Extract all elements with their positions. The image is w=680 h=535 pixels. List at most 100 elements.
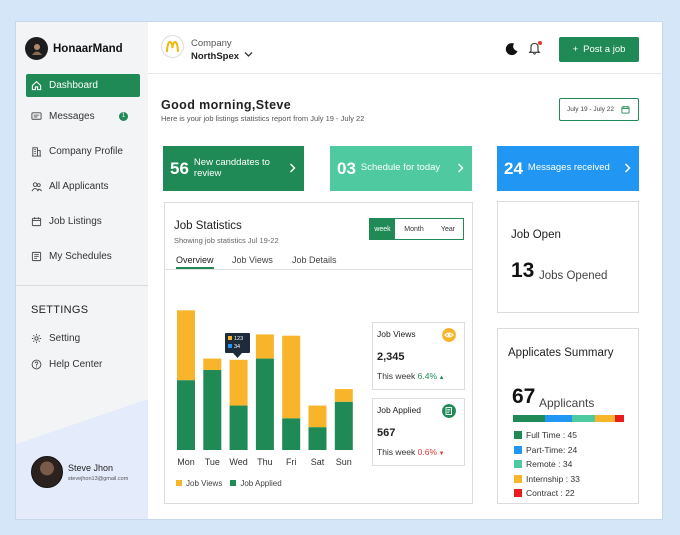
bar-job-views-fri[interactable] — [282, 335, 301, 419]
sidebar-item-label: Messages — [49, 111, 95, 122]
chart-legend: Job Views Job Applied — [176, 479, 282, 488]
stat-label: Messages received — [527, 162, 610, 174]
message-icon — [31, 112, 42, 120]
bar-job-applied-sun[interactable] — [334, 401, 353, 450]
bar-job-applied-wed[interactable] — [229, 405, 248, 450]
stat-label: Schedule for today — [360, 162, 441, 174]
job-views-trend: This week 6.4% ▲ — [377, 371, 445, 381]
brand-logo[interactable]: HonaarMand — [25, 37, 123, 60]
tab-overview[interactable]: Overview — [176, 255, 214, 269]
sidebar-item-messages[interactable]: Messages 1 — [26, 105, 140, 128]
chevron-right-icon — [290, 163, 296, 173]
summary-item-label: Full Time : 45 — [526, 430, 578, 441]
job-open-count: 13 — [511, 259, 535, 282]
arrow-down-icon: ▼ — [437, 451, 445, 457]
sidebar-item-help-center[interactable]: Help Center — [26, 353, 140, 376]
bell-icon[interactable] — [528, 41, 541, 55]
schedule-today-card[interactable]: 03 Schedule for today — [330, 146, 472, 191]
dashboard-window: HonaarMand Dashboard Messages 1 Company … — [16, 22, 662, 519]
bar-job-views-tue[interactable] — [203, 358, 222, 370]
period-year[interactable]: Year — [440, 225, 456, 233]
date-range-picker[interactable]: July 19 - July 22 — [559, 98, 639, 121]
gear-icon — [31, 333, 42, 344]
summary-list-item: Remote : 34 — [514, 457, 580, 472]
distribution-segment — [595, 415, 615, 422]
legend-item-job-applied: Job Applied — [230, 479, 282, 488]
summary-item-label: Remote : 34 — [526, 459, 573, 470]
x-tick-label: Sat — [311, 457, 325, 467]
messages-received-card[interactable]: 24 Messages received — [497, 146, 639, 191]
sidebar-item-all-applicants[interactable]: All Applicants — [26, 175, 140, 198]
bar-job-applied-fri[interactable] — [282, 418, 301, 450]
bar-job-views-mon[interactable] — [177, 310, 195, 381]
job-statistics-subtitle: Showing job statistics Jul 19-22 — [174, 236, 279, 245]
bar-job-views-wed[interactable] — [229, 359, 248, 406]
settings-heading: SETTINGS — [31, 304, 89, 316]
bar-job-views-thu[interactable] — [255, 334, 274, 359]
user-profile[interactable]: Steve Jhon stevejhon13@gmail.com — [31, 456, 128, 488]
greeting-title: Good morning,Steve — [161, 98, 292, 112]
distribution-segment — [513, 415, 546, 422]
sidebar-item-label: My Schedules — [49, 251, 112, 262]
period-week[interactable]: week — [370, 219, 395, 239]
brand-logo-icon — [25, 37, 48, 60]
summary-item-label: Part-Time: 24 — [526, 444, 578, 455]
bar-job-views-sat[interactable] — [308, 405, 327, 428]
tab-job-views[interactable]: Job Views — [232, 255, 273, 265]
job-applied-trend: This week 0.6% ▼ — [377, 447, 445, 457]
company-selector[interactable]: NorthSpex — [191, 51, 240, 62]
stat-value: 56 — [170, 158, 189, 178]
bar-job-applied-sat[interactable] — [308, 427, 327, 450]
applicants-count: 67 — [512, 385, 536, 408]
distribution-segment — [614, 415, 624, 422]
messages-badge: 1 — [119, 112, 128, 121]
applicants-summary-panel: Applicates Summary 67 Applicants Full Ti… — [497, 328, 639, 504]
stat-value: 03 — [337, 158, 356, 178]
trend-period: This week — [377, 371, 416, 381]
applicants-distribution-bar — [513, 415, 624, 422]
dark-mode-icon[interactable] — [505, 42, 519, 56]
bar-job-applied-thu[interactable] — [255, 358, 274, 450]
bar-job-applied-tue[interactable] — [203, 369, 222, 450]
tab-job-details[interactable]: Job Details — [292, 255, 337, 265]
x-tick-label: Mon — [177, 457, 195, 467]
summary-list-item: Part-Time: 24 — [514, 443, 580, 458]
tooltip-value: 123 — [234, 336, 243, 342]
sidebar-item-label: Dashboard — [49, 80, 98, 91]
sidebar-item-setting[interactable]: Setting — [26, 327, 140, 350]
sidebar-item-label: Job Listings — [49, 216, 102, 227]
applicants-label: Applicants — [539, 396, 595, 410]
sidebar-item-dashboard[interactable]: Dashboard — [26, 74, 140, 97]
job-views-card: Job Views 2,345 This week 6.4% ▲ — [372, 322, 465, 390]
greeting-subtitle: Here is your job listings statistics rep… — [161, 114, 365, 123]
new-candidates-card[interactable]: 56 New canddates to review — [163, 146, 304, 191]
eye-icon — [442, 328, 456, 342]
period-month[interactable]: Month — [404, 225, 424, 233]
legend-swatch — [514, 445, 522, 454]
bar-job-applied-mon[interactable] — [177, 380, 195, 450]
sidebar-decoration — [16, 399, 148, 519]
chevron-down-icon[interactable] — [244, 51, 253, 58]
sidebar-item-label: Help Center — [49, 359, 103, 370]
applicants-breakdown: Full Time : 45 Part-Time: 24 Remote : 34 In… — [514, 428, 580, 501]
home-icon — [31, 80, 42, 91]
sidebar-item-my-schedules[interactable]: My Schedules — [26, 245, 140, 268]
arrow-up-icon: ▲ — [437, 375, 445, 381]
x-tick-label: Sun — [336, 457, 352, 467]
sidebar-item-company-profile[interactable]: Company Profile — [26, 140, 140, 163]
brand-name: HonaarMand — [53, 42, 123, 55]
post-job-button[interactable]: + Post a job — [559, 37, 639, 62]
building-icon — [31, 147, 42, 157]
summary-list-item: Contract : 22 — [514, 486, 580, 501]
x-tick-label: Fri — [286, 457, 297, 467]
x-tick-label: Tue — [205, 457, 220, 467]
post-job-label: Post a job — [583, 44, 626, 55]
sidebar-item-label: Setting — [49, 333, 81, 344]
sidebar-item-job-listings[interactable]: Job Listings — [26, 210, 140, 233]
job-open-title: Job Open — [511, 229, 561, 241]
bar-job-views-sun[interactable] — [334, 389, 353, 402]
tooltip-value: 34 — [234, 344, 240, 350]
trend-change-down: 0.6% — [417, 447, 438, 457]
